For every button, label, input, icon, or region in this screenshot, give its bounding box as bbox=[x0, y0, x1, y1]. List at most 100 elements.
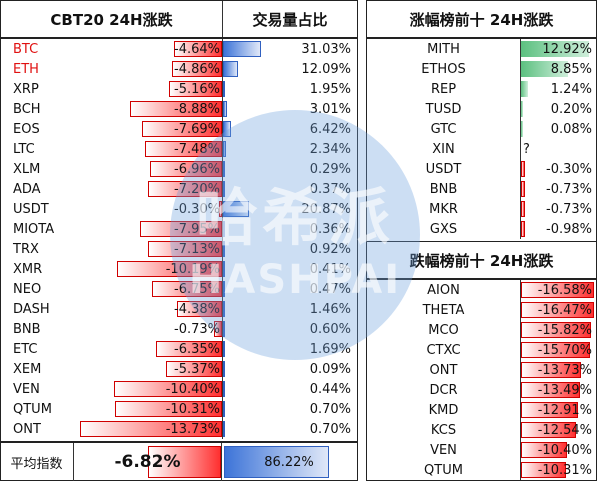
change-bar bbox=[166, 361, 222, 377]
coin-name: USDT bbox=[13, 201, 49, 217]
coin-change: -6.75% bbox=[174, 281, 220, 297]
coin-name: DASH bbox=[13, 301, 50, 317]
loser-name-cell: VEN bbox=[367, 440, 521, 460]
coin-share: 0.60% bbox=[309, 321, 351, 337]
share-bar bbox=[223, 41, 261, 57]
coin-name: NEO bbox=[13, 281, 42, 297]
change-bar bbox=[145, 141, 222, 157]
coin-change-cell: -0.73% bbox=[75, 319, 223, 339]
coin-name: ETC bbox=[13, 341, 38, 357]
cbt20-table: CBT20 24H涨跌 交易量占比 BTC -4.64% 31.03% ETH -4.8… bbox=[0, 0, 358, 481]
cbt20-row: TRX -7.13% 0.92% bbox=[1, 239, 357, 259]
gainer-name-cell: GTC bbox=[367, 119, 521, 139]
loser-name: AION bbox=[427, 282, 460, 298]
gainer-name: MKR bbox=[429, 201, 458, 217]
coin-name-cell: ETH bbox=[1, 59, 75, 79]
loser-row: KMD -12.91% bbox=[367, 400, 596, 420]
coin-change-cell: -5.37% bbox=[75, 359, 223, 379]
coin-change-cell: -10.31% bbox=[75, 399, 223, 419]
coin-share-cell: 0.44% bbox=[223, 379, 357, 399]
cbt20-row: XEM -5.37% 0.09% bbox=[1, 359, 357, 379]
coin-change-cell: -8.88% bbox=[75, 99, 223, 119]
gainer-change-cell: 1.24% bbox=[521, 79, 596, 99]
coin-name-cell: XLM bbox=[1, 159, 75, 179]
gainer-change: -0.98% bbox=[546, 221, 592, 237]
coin-change: -4.64% bbox=[174, 41, 220, 57]
gainer-name-cell: XIN bbox=[367, 139, 521, 159]
loser-change-cell: -12.91% bbox=[521, 400, 596, 420]
header-change-label: CBT20 24H涨跌 bbox=[50, 10, 173, 29]
gainer-name: BNB bbox=[429, 181, 458, 197]
coin-change: -0.30% bbox=[174, 201, 220, 217]
gainer-name: GTC bbox=[430, 121, 457, 137]
gainer-name: GXS bbox=[429, 221, 458, 237]
cbt20-row: QTUM -10.31% 0.70% bbox=[1, 399, 357, 419]
coin-change-cell: -10.40% bbox=[75, 379, 223, 399]
gainer-change: 0.08% bbox=[550, 121, 592, 137]
loser-change-cell: -16.58% bbox=[521, 280, 596, 300]
cbt20-row: XMR -10.19% 0.41% bbox=[1, 259, 357, 279]
gainer-name: REP bbox=[430, 81, 457, 97]
change-bar bbox=[142, 121, 222, 137]
coin-share: 20.87% bbox=[301, 201, 351, 217]
coin-share-cell: 0.47% bbox=[223, 279, 357, 299]
gainer-change-cell: ? bbox=[521, 139, 596, 159]
gainer-row: USDT -0.30% bbox=[367, 159, 596, 179]
loser-change-cell: -16.47% bbox=[521, 300, 596, 320]
coin-change-cell: -7.20% bbox=[75, 179, 223, 199]
coin-share-cell: 31.03% bbox=[223, 39, 357, 59]
loser-name-cell: MCO bbox=[367, 320, 521, 340]
cbt20-row: MIOTA -7.95% 0.36% bbox=[1, 219, 357, 239]
coin-share-cell: 0.92% bbox=[223, 239, 357, 259]
loser-change: -16.58% bbox=[537, 282, 592, 298]
change-bar bbox=[148, 181, 222, 197]
coin-change: -7.95% bbox=[174, 221, 220, 237]
gainer-row: GXS -0.98% bbox=[367, 219, 596, 239]
gainer-change: -0.73% bbox=[546, 181, 592, 197]
share-bar bbox=[223, 101, 227, 117]
coin-share: 1.46% bbox=[309, 301, 351, 317]
loser-name-cell: KMD bbox=[367, 400, 521, 420]
loser-change-cell: -13.49% bbox=[521, 380, 596, 400]
change-bar bbox=[152, 281, 222, 297]
gainer-bar bbox=[521, 201, 525, 217]
coin-share: 0.70% bbox=[309, 401, 351, 417]
average-change-bar bbox=[148, 446, 221, 478]
share-bar bbox=[223, 181, 225, 197]
coin-share: 0.09% bbox=[309, 361, 351, 377]
gainer-bar bbox=[521, 181, 525, 197]
coin-share-cell: 1.95% bbox=[223, 79, 357, 99]
share-bar bbox=[223, 241, 225, 257]
loser-name: KCS bbox=[430, 422, 457, 438]
share-bar bbox=[223, 381, 225, 397]
cbt20-row: BNB -0.73% 0.60% bbox=[1, 319, 357, 339]
loser-change: -16.47% bbox=[537, 302, 592, 318]
share-bar bbox=[223, 61, 238, 77]
loser-bar bbox=[521, 462, 566, 478]
coin-share-cell: 0.09% bbox=[223, 359, 357, 379]
gainer-change: ? bbox=[523, 141, 530, 157]
loser-row: KCS -12.54% bbox=[367, 420, 596, 440]
loser-name: VEN bbox=[430, 442, 457, 458]
loser-name: MCO bbox=[428, 322, 459, 338]
gainer-name-cell: REP bbox=[367, 79, 521, 99]
loser-bar bbox=[521, 302, 594, 318]
coin-change: -5.37% bbox=[174, 361, 220, 377]
loser-change-cell: -12.54% bbox=[521, 420, 596, 440]
change-bar bbox=[177, 301, 222, 317]
coin-change: -4.86% bbox=[174, 61, 220, 77]
cbt20-row: ETH -4.86% 12.09% bbox=[1, 59, 357, 79]
change-bar bbox=[156, 341, 222, 357]
gainer-change-cell: 8.85% bbox=[521, 59, 596, 79]
gainer-bar bbox=[521, 41, 589, 57]
coin-share: 0.37% bbox=[309, 181, 351, 197]
coin-share: 1.69% bbox=[309, 341, 351, 357]
gainer-change: 0.20% bbox=[550, 101, 592, 117]
gainer-row: MITH 12.92% bbox=[367, 39, 596, 59]
coin-name: ETH bbox=[13, 61, 39, 77]
coin-share: 1.95% bbox=[309, 81, 351, 97]
coin-share: 6.42% bbox=[309, 121, 351, 137]
coin-share-cell: 20.87% bbox=[223, 199, 357, 219]
cbt20-row: DASH -4.38% 1.46% bbox=[1, 299, 357, 319]
coin-change: -7.69% bbox=[174, 121, 220, 137]
